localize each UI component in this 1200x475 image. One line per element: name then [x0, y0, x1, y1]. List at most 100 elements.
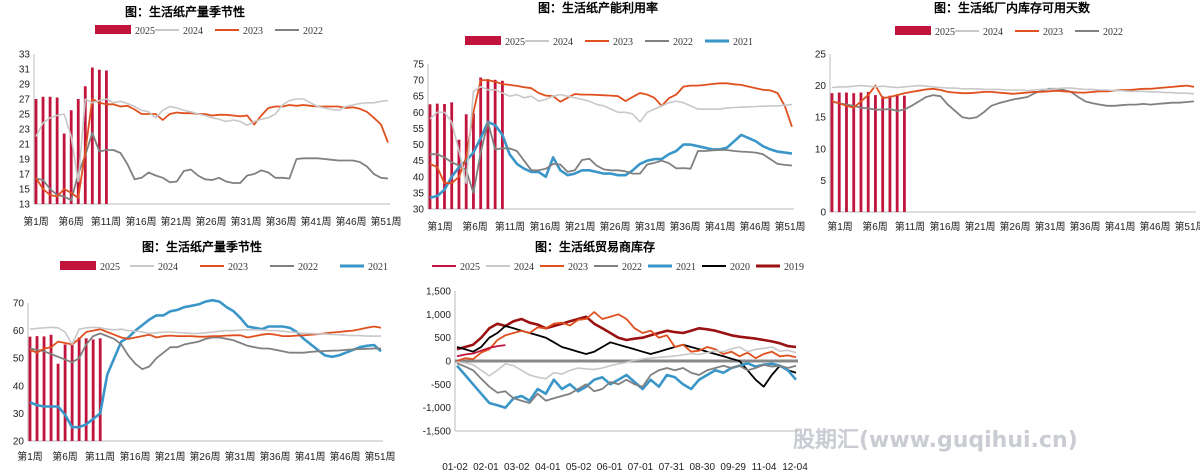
y-tick-label: 23 [19, 125, 31, 136]
x-tick-label: 第1周 [427, 220, 453, 233]
x-tick-label: 第46周 [329, 450, 360, 463]
legend-label-2024: 2024 [183, 26, 203, 37]
x-tick-label: 第6周 [862, 220, 888, 233]
series-line-2022 [35, 131, 389, 202]
legend-label-2025: 2025 [935, 27, 955, 38]
x-tick-label: 第1周 [23, 215, 49, 228]
y-tick-label: 21 [19, 140, 31, 151]
legend-label-2025: 2025 [505, 37, 525, 48]
y-tick-label: -1,500 [423, 427, 452, 438]
y-tick-label: 19 [19, 155, 31, 166]
x-tick-label: 第41周 [704, 220, 735, 233]
x-tick-label: 第6周 [462, 220, 488, 233]
y-tick-label: 0 [445, 357, 451, 368]
bar-2025-week-3 [42, 336, 46, 441]
x-tick-label: 第11周 [895, 220, 925, 233]
bar-2025-week-9 [84, 338, 88, 441]
x-tick-label: 第16周 [119, 450, 150, 463]
legend-label-2022: 2022 [303, 26, 323, 37]
x-tick-label: 07-31 [659, 462, 685, 473]
x-tick-label: 第26周 [195, 215, 226, 228]
legend-label-2023: 2023 [228, 262, 248, 273]
bar-2025-week-4 [55, 97, 59, 204]
x-tick-label: 第16周 [529, 220, 560, 233]
legend-label-2024: 2024 [158, 262, 178, 273]
series-line-2024 [456, 346, 797, 380]
x-tick-label: 第16周 [929, 220, 960, 233]
y-tick-label: -500 [431, 380, 451, 391]
x-tick-label: 第36周 [259, 450, 290, 463]
legend-label-2025: 2025 [135, 26, 155, 37]
x-tick-label: 第16周 [125, 215, 156, 228]
x-tick-label: 第6周 [52, 450, 78, 463]
x-tick-label: 第1周 [17, 450, 43, 463]
bar-2025-week-6 [63, 344, 67, 441]
bar-2025-week-4 [49, 334, 53, 441]
legend-label-2024: 2024 [514, 262, 534, 273]
x-tick-label: 第31周 [224, 450, 255, 463]
legend-label-2021: 2021 [676, 262, 696, 273]
legend-label-2024: 2024 [983, 27, 1003, 38]
x-tick-label: 07-01 [628, 462, 654, 473]
y-tick-label: 60 [13, 326, 25, 337]
x-tick-label: 第31周 [230, 215, 261, 228]
legend-label-2021: 2021 [733, 37, 753, 48]
bar-2025-week-11 [903, 95, 906, 212]
bar-2025-week-1 [428, 104, 432, 209]
x-tick-label: 第21周 [160, 215, 191, 228]
x-tick-label: 第41周 [294, 450, 325, 463]
bar-2025-week-2 [435, 103, 439, 209]
legend-label-2025: 2025 [100, 262, 120, 273]
legend-label-2025: 2025 [460, 262, 480, 273]
chart-c1: 图：生活纸产量季节性 2025 2024 2023 2022 13 15 17 19 21 23 25… [19, 4, 402, 228]
series-line-2024 [429, 85, 793, 184]
y-tick-label: 1,500 [426, 287, 451, 298]
y-tick-label: 10 [815, 144, 827, 155]
series-line-2021 [456, 361, 797, 410]
bar-2025-week-11 [501, 80, 504, 209]
y-tick-label: 25 [19, 110, 31, 121]
series-line-2024 [35, 98, 389, 183]
legend-swatch-2025 [895, 26, 931, 35]
legend-label-2022: 2022 [298, 262, 318, 273]
bar-2025-week-1 [34, 99, 38, 204]
x-tick-label: 第26周 [189, 450, 220, 463]
y-tick-label: 25 [815, 50, 827, 61]
y-tick-label: 45 [413, 156, 425, 167]
bar-2025-week-2 [41, 96, 45, 204]
y-tick-label: 70 [413, 76, 425, 87]
bar-2025-week-8 [479, 77, 483, 210]
bar-2025-week-5 [56, 363, 60, 441]
y-tick-label: 15 [19, 185, 31, 196]
series-line-2022 [456, 362, 797, 404]
bar-2025-week-2 [837, 92, 841, 212]
bar-2025-week-8 [881, 96, 885, 212]
legend-label-2024: 2024 [553, 37, 573, 48]
y-tick-label: 15 [815, 113, 827, 124]
x-tick-label: 02-01 [473, 462, 499, 473]
chart-c4: 图：生活纸产量季节性 2025 2024 2023 2022 2021 20 30 40 50 60… [13, 239, 396, 463]
y-tick-label: 0 [820, 208, 826, 219]
bar-2025-week-7 [70, 343, 74, 441]
bar-2025-week-11 [105, 70, 108, 204]
bar-2025-week-2 [35, 336, 39, 441]
y-tick-label: 60 [413, 108, 425, 119]
x-tick-label: 第41周 [1104, 220, 1135, 233]
x-tick-label: 第36周 [1069, 220, 1100, 233]
y-tick-label: 50 [13, 354, 25, 365]
x-tick-label: 第26周 [599, 220, 630, 233]
legend-swatch-2025 [465, 36, 501, 45]
bar-2025-week-5 [859, 92, 863, 212]
x-tick-label: 第51周 [364, 450, 395, 463]
x-tick-label: 12-04 [782, 462, 808, 473]
series-line-2021 [29, 298, 382, 429]
x-tick-label: 第51周 [774, 220, 805, 233]
series-line-2023 [35, 98, 389, 199]
y-tick-label: 33 [19, 50, 31, 61]
y-tick-label: 70 [13, 299, 25, 310]
y-tick-label: 27 [19, 95, 31, 106]
x-tick-label: 第21周 [564, 220, 595, 233]
bar-2025-week-3 [48, 96, 52, 204]
